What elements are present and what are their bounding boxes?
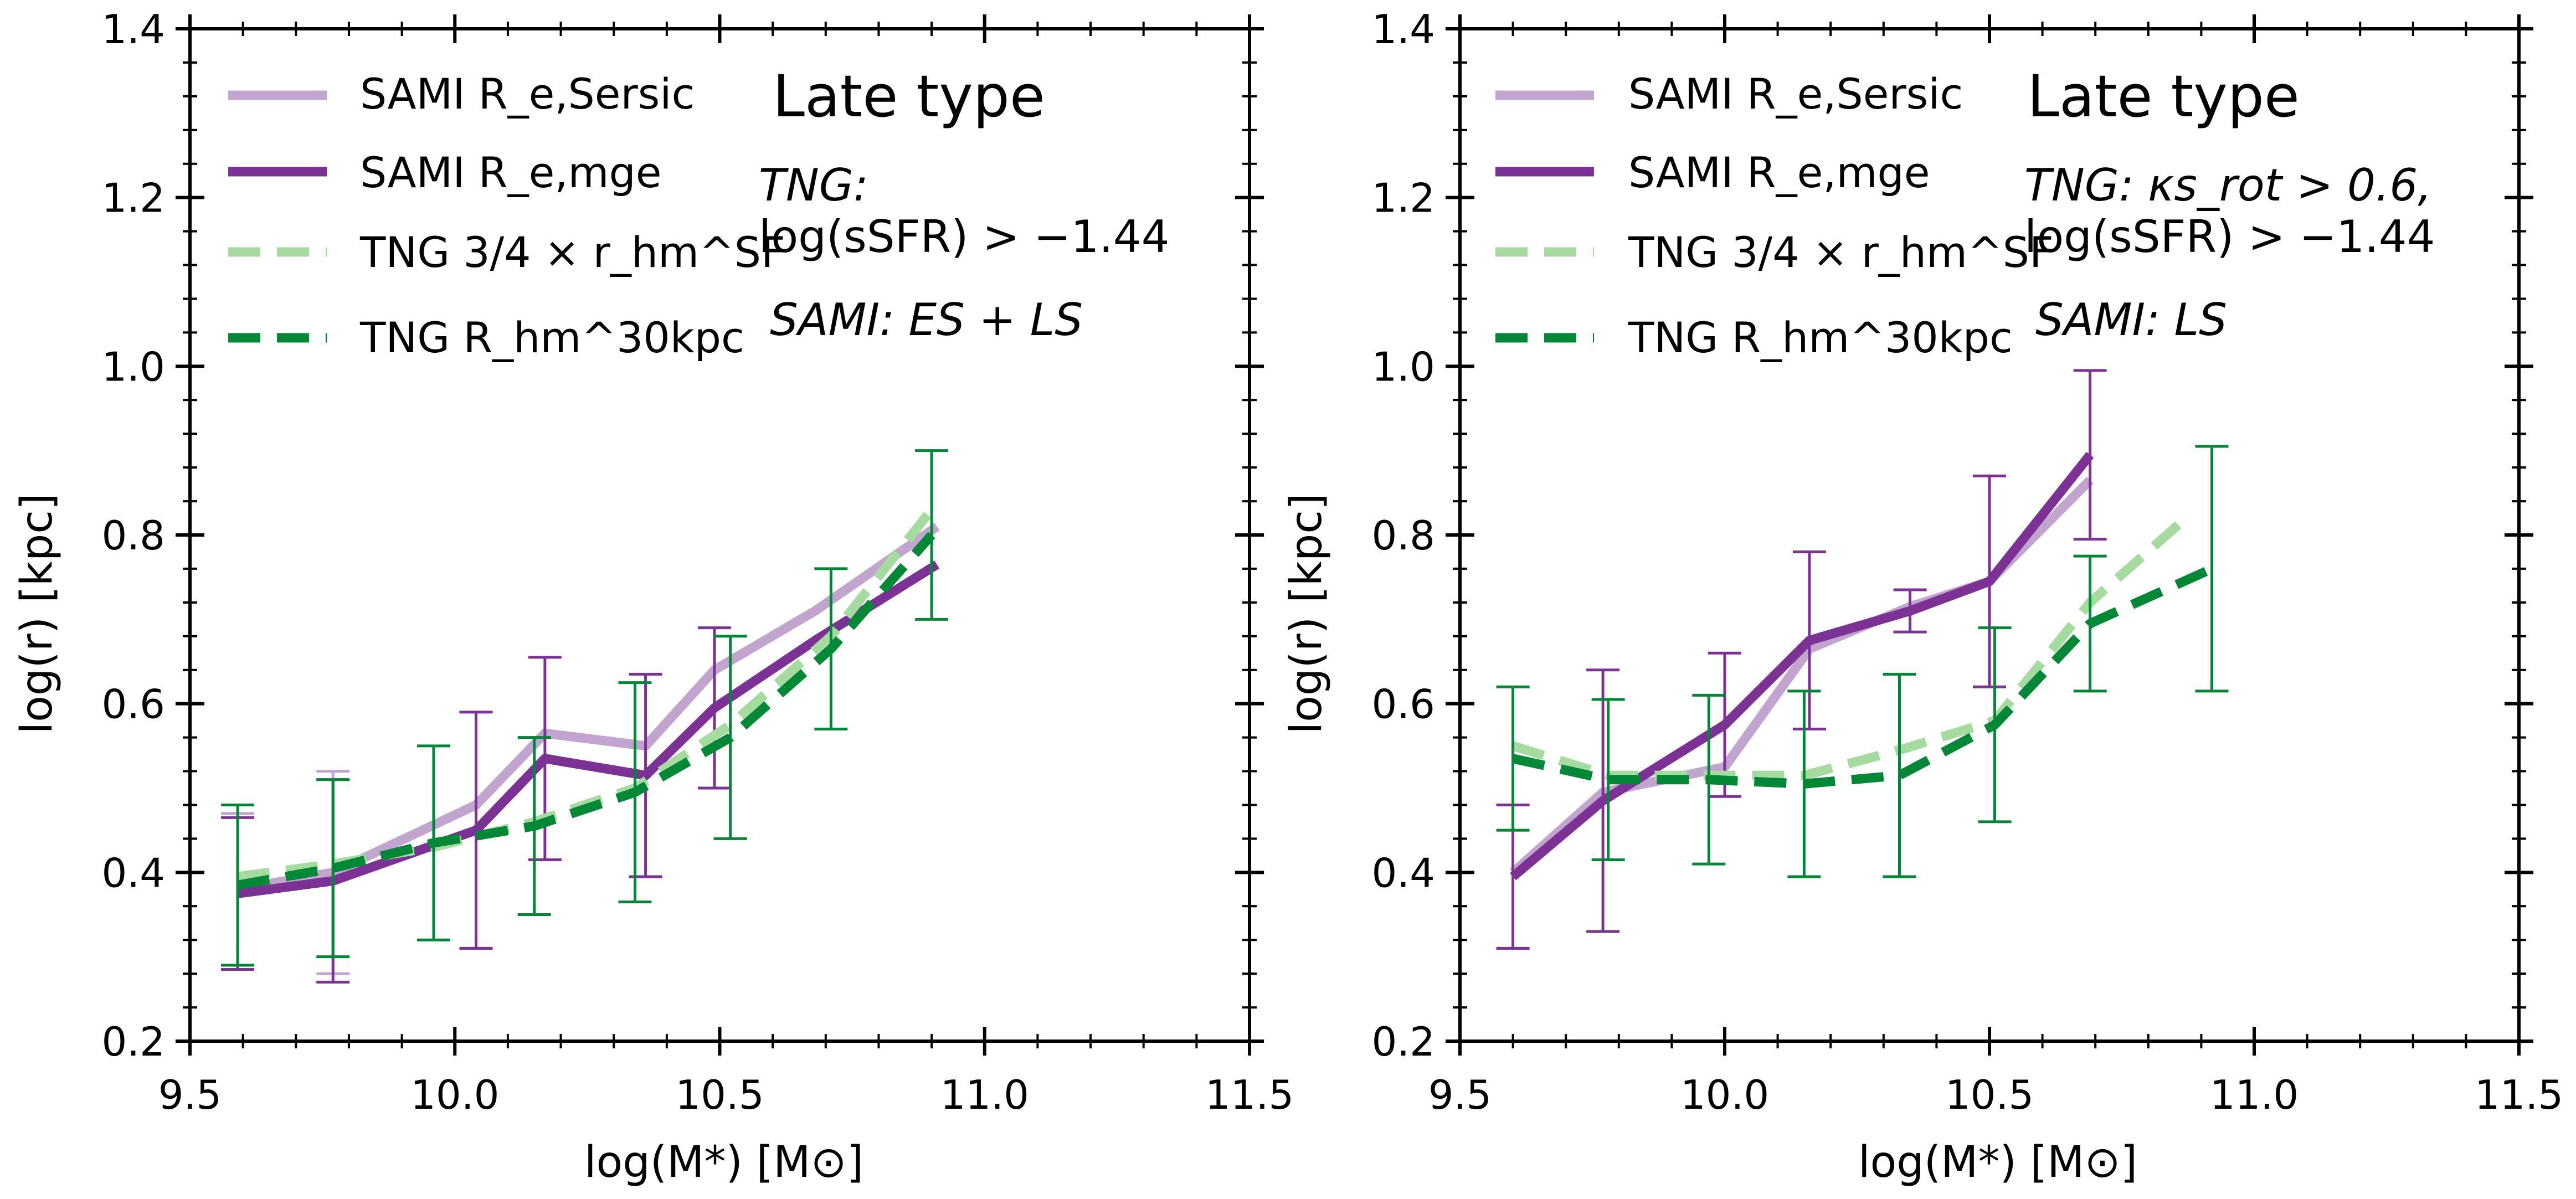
series-line <box>1511 564 2214 789</box>
left-x-tick-labels: 9.5 10.0 10.5 11.0 11.5 <box>158 1072 1294 1118</box>
right-x-axis-label: log(M*) [M⊙] <box>1858 1138 2137 1187</box>
y-tick-label: 1.4 <box>101 6 165 53</box>
right-annotation-sami: SAMI: LS <box>2035 294 2227 346</box>
x-tick-label: 9.5 <box>1428 1072 1492 1118</box>
right-ticks <box>1446 14 2533 1056</box>
left-y-tick-labels: 0.2 0.4 0.6 0.8 1.0 1.2 1.4 <box>101 6 165 1065</box>
y-tick-label: 0.6 <box>1371 681 1435 728</box>
series-3 <box>1496 445 2229 878</box>
series-1 <box>1496 369 2107 950</box>
legend-label-tng-30kpc: TNG R_hm^30kpc <box>1628 313 2013 362</box>
legend-label-sami-sersic: SAMI R_e,Sersic <box>1628 69 1963 119</box>
right-y-axis-label: log(r) [kpc] <box>1282 493 1331 734</box>
legend-label-tng-sf: TNG 3/4 × r_hm^SF <box>359 228 785 277</box>
right-panel-title: Late type <box>2027 63 2300 130</box>
x-tick-label: 11.0 <box>2210 1072 2299 1118</box>
y-tick-label: 0.2 <box>1371 1018 1435 1065</box>
right-panel: 9.5 10.0 10.5 11.0 11.5 0.2 0.4 0.6 0.8 1.0 1.2 1.… <box>1282 6 2563 1187</box>
y-tick-label: 0.6 <box>101 681 165 728</box>
legend-label-sami-mge: SAMI R_e,mge <box>1628 148 1930 197</box>
legend-label-sami-mge: SAMI R_e,mge <box>360 148 662 197</box>
y-tick-label: 0.8 <box>1371 512 1435 559</box>
legend-label-sami-sersic: SAMI R_e,Sersic <box>360 69 695 119</box>
x-tick-label: 11.0 <box>940 1072 1029 1118</box>
x-tick-label: 10.5 <box>675 1072 764 1118</box>
series-line <box>236 532 935 890</box>
right-legend: SAMI R_e,Sersic SAMI R_e,mge TNG 3/4 × r… <box>1495 69 2054 362</box>
left-panel-title: Late type <box>773 63 1045 130</box>
y-tick-label: 0.4 <box>101 850 165 896</box>
y-tick-label: 1.4 <box>1371 6 1435 53</box>
series-line <box>1510 451 2094 881</box>
left-ticks <box>176 14 1264 1056</box>
x-tick-label: 11.5 <box>1205 1072 1294 1118</box>
left-legend: SAMI R_e,Sersic SAMI R_e,mge TNG 3/4 × r… <box>228 69 785 362</box>
left-annotation-sami: SAMI: ES + LS <box>770 294 1083 346</box>
x-tick-label: 10.0 <box>1680 1072 1769 1118</box>
right-annotation-ssfr: log(sSFR) > −1.44 <box>2024 211 2435 263</box>
left-annotation-ssfr: log(sSFR) > −1.44 <box>759 211 1169 263</box>
legend-label-tng-sf: TNG 3/4 × r_hm^SF <box>1628 228 2054 277</box>
y-tick-label: 0.4 <box>1371 850 1435 896</box>
right-annotation-tng: TNG: κs_rot > 0.6, <box>2024 159 2432 211</box>
right-series-layer <box>1496 369 2229 950</box>
y-tick-label: 0.8 <box>101 512 165 559</box>
y-tick-label: 1.2 <box>1371 175 1435 222</box>
y-tick-label: 1.0 <box>1371 343 1435 390</box>
left-panel: 9.5 10.0 10.5 11.0 11.5 0.2 0.4 0.6 0.8 1.0 1.2 1.… <box>12 6 1294 1187</box>
right-x-tick-labels: 9.5 10.0 10.5 11.0 11.5 <box>1428 1072 2563 1118</box>
right-y-tick-labels: 0.2 0.4 0.6 0.8 1.0 1.2 1.4 <box>1371 6 1435 1065</box>
x-tick-label: 11.5 <box>2475 1072 2563 1118</box>
left-x-axis-label: log(M*) [M⊙] <box>584 1138 863 1187</box>
series-3 <box>221 449 949 967</box>
left-series-layer <box>221 449 949 984</box>
x-tick-label: 9.5 <box>158 1072 222 1118</box>
y-tick-label: 0.2 <box>101 1018 165 1065</box>
x-tick-label: 10.5 <box>1945 1072 2034 1118</box>
series-line <box>236 560 940 898</box>
x-tick-label: 10.0 <box>410 1072 499 1118</box>
y-tick-label: 1.0 <box>101 343 165 390</box>
legend-label-tng-30kpc: TNG R_hm^30kpc <box>359 313 744 362</box>
left-y-axis-label: log(r) [kpc] <box>12 493 62 734</box>
y-tick-label: 1.2 <box>101 175 165 222</box>
left-annotation-tng: TNG: <box>759 159 868 211</box>
